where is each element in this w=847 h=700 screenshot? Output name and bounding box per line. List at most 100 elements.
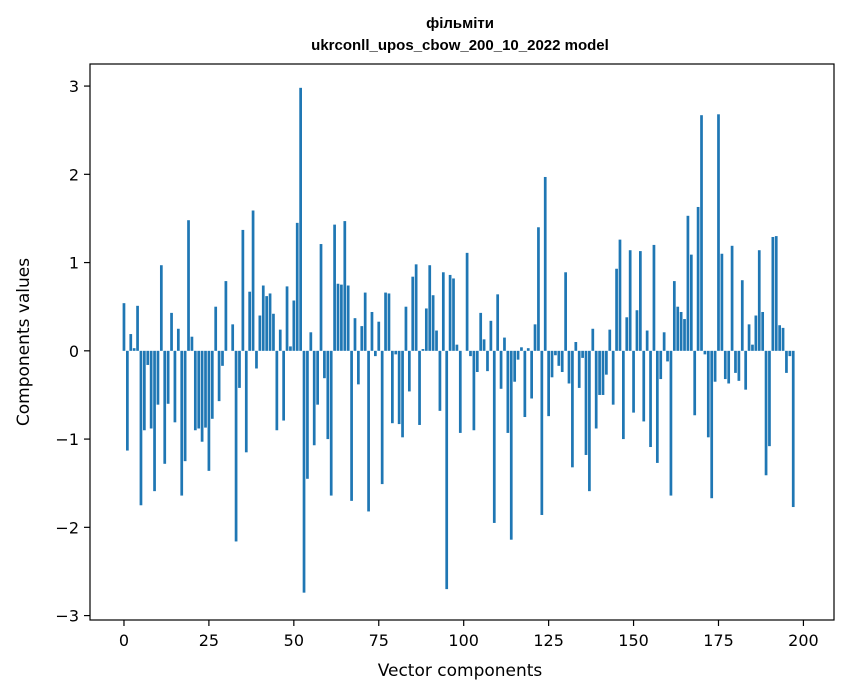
y-axis-label: Components values xyxy=(14,258,34,426)
bar-172 xyxy=(707,351,710,437)
bar-163 xyxy=(676,307,679,351)
bar-0 xyxy=(123,303,126,351)
bar-17 xyxy=(180,351,183,496)
bar-177 xyxy=(724,351,727,379)
bar-48 xyxy=(286,286,289,350)
bar-124 xyxy=(544,177,547,351)
bar-130 xyxy=(564,272,567,351)
bar-129 xyxy=(561,351,564,372)
bar-19 xyxy=(187,220,190,351)
bar-1 xyxy=(126,351,129,451)
bar-9 xyxy=(153,351,156,491)
chart-title: фільміти xyxy=(426,15,494,32)
bar-69 xyxy=(357,351,360,385)
bar-58 xyxy=(320,244,323,351)
bar-73 xyxy=(371,312,374,351)
bar-16 xyxy=(177,329,180,351)
bar-61 xyxy=(330,351,333,496)
bar-109 xyxy=(493,351,496,523)
bar-181 xyxy=(738,351,741,381)
bar-180 xyxy=(734,351,737,373)
y-tick-label--1: −1 xyxy=(55,430,79,449)
bar-97 xyxy=(452,278,455,350)
bar-114 xyxy=(510,351,513,540)
bar-30 xyxy=(225,281,228,351)
bar-84 xyxy=(408,351,411,392)
bar-162 xyxy=(673,281,676,351)
bar-194 xyxy=(782,328,785,351)
bar-14 xyxy=(170,313,173,351)
bar-105 xyxy=(479,313,482,351)
bar-158 xyxy=(659,351,662,379)
bar-67 xyxy=(350,351,353,501)
bar-147 xyxy=(622,351,625,439)
bar-150 xyxy=(632,351,635,413)
bar-196 xyxy=(788,351,791,356)
bar-11 xyxy=(160,265,163,351)
bar-101 xyxy=(466,253,469,351)
bar-54 xyxy=(306,351,309,479)
bar-22 xyxy=(197,351,200,429)
bar-52 xyxy=(299,88,302,351)
bar-185 xyxy=(751,345,754,351)
bar-45 xyxy=(275,351,278,430)
bar-127 xyxy=(554,351,557,355)
bar-33 xyxy=(235,351,238,542)
bar-152 xyxy=(639,251,642,351)
bar-53 xyxy=(303,351,306,593)
bar-110 xyxy=(496,294,499,350)
bar-99 xyxy=(459,351,462,433)
bar-78 xyxy=(388,293,391,350)
bar-145 xyxy=(615,269,618,351)
y-tick-label-2: 2 xyxy=(69,165,79,184)
bar-119 xyxy=(527,348,530,351)
bar-72 xyxy=(367,351,370,512)
bar-5 xyxy=(140,351,143,505)
bar-77 xyxy=(384,293,387,351)
bar-156 xyxy=(653,245,656,351)
bar-86 xyxy=(415,264,418,350)
bar-117 xyxy=(520,347,523,351)
bar-27 xyxy=(214,307,217,351)
bar-20 xyxy=(191,337,194,351)
bar-135 xyxy=(581,351,584,358)
x-tick-label-100: 100 xyxy=(448,631,479,650)
bar-62 xyxy=(333,225,336,351)
bar-2 xyxy=(129,334,132,351)
bar-121 xyxy=(534,324,537,350)
bar-173 xyxy=(710,351,713,498)
bar-155 xyxy=(649,351,652,447)
bar-146 xyxy=(619,240,622,351)
bar-51 xyxy=(296,223,299,351)
bar-81 xyxy=(398,351,401,424)
bar-187 xyxy=(758,250,761,351)
bar-43 xyxy=(269,293,272,350)
bar-85 xyxy=(411,277,414,351)
bar-94 xyxy=(442,272,445,351)
bar-21 xyxy=(194,351,197,430)
bar-168 xyxy=(693,351,696,415)
bar-32 xyxy=(231,324,234,350)
bar-153 xyxy=(642,351,645,422)
bar-188 xyxy=(761,312,764,351)
bar-47 xyxy=(282,351,285,421)
bar-41 xyxy=(262,286,265,351)
bar-98 xyxy=(456,345,459,351)
bar-197 xyxy=(792,351,795,507)
bar-12 xyxy=(163,351,166,464)
bar-165 xyxy=(683,319,686,351)
bar-136 xyxy=(585,351,588,455)
bar-44 xyxy=(272,314,275,351)
bar-175 xyxy=(717,114,720,351)
bar-57 xyxy=(316,351,319,405)
bar-131 xyxy=(568,351,571,384)
bar-18 xyxy=(184,351,187,461)
bar-88 xyxy=(422,349,425,351)
bar-137 xyxy=(588,351,591,491)
bar-23 xyxy=(201,351,204,442)
bar-161 xyxy=(670,351,673,496)
bar-29 xyxy=(221,351,224,366)
bar-15 xyxy=(174,351,177,422)
